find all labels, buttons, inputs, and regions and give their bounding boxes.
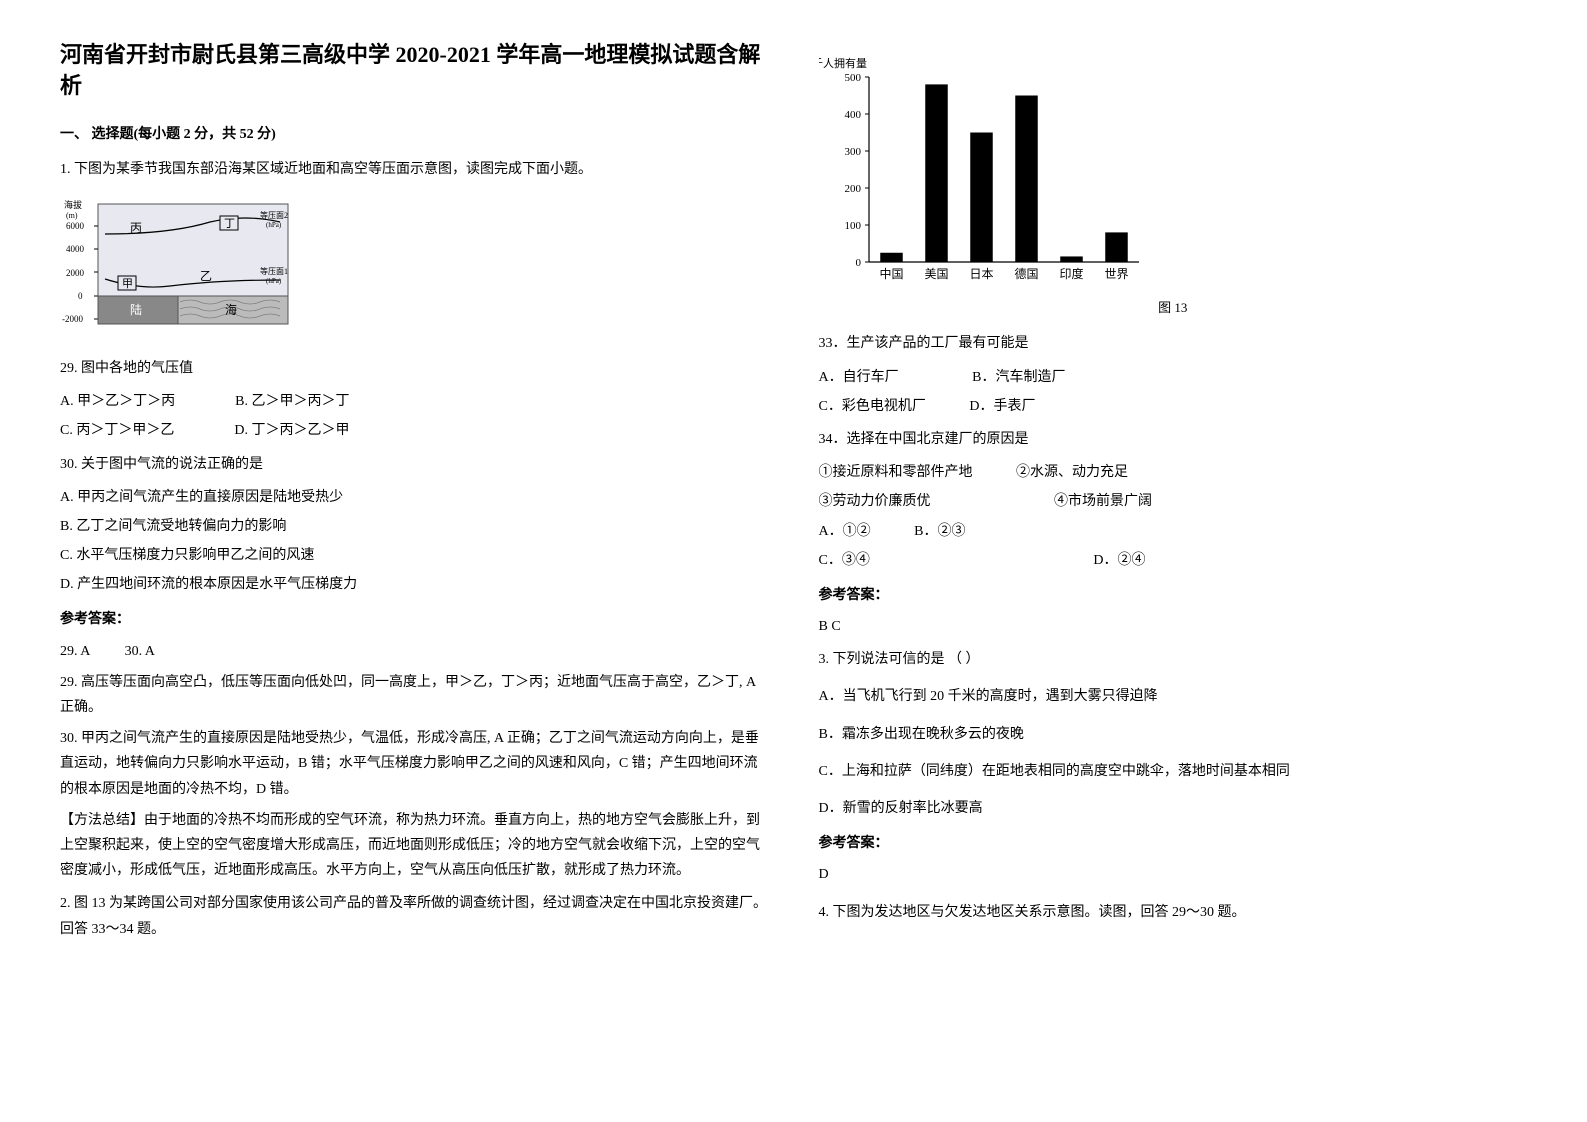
q2-sub34-A: A．①②	[819, 519, 871, 544]
q1-sub30-B: B. 乙丁之间气流受地转偏向力的影响	[60, 514, 769, 539]
q1-explain30: 30. 甲丙之间气流产生的直接原因是陆地受热少，气温低，形成冷高压, A 正确；…	[60, 726, 769, 802]
q2-sub34-cond-row2: ③劳动力价廉质优 ④市场前景广阔	[819, 489, 1528, 514]
q3-answr: D	[819, 862, 1528, 887]
q4-stem: 4. 下图为发达地区与欠发达地区关系示意图。读图，回答 29～30 题。	[819, 900, 1528, 925]
q2-sub33-row2: C．彩色电视机厂 D．手表厂	[819, 394, 1528, 419]
svg-text:德国: 德国	[1014, 266, 1038, 281]
svg-text:海拔: 海拔	[64, 199, 82, 210]
document-title: 河南省开封市尉氏县第三高级中学 2020-2021 学年高一地理模拟试题含解析	[60, 40, 769, 102]
q1-stem: 1. 下图为某季节我国东部沿海某区域近地面和高空等压面示意图，读图完成下面小题。	[60, 157, 769, 182]
right-column: 每千人拥有量0100200300400500中国美国日本德国印度世界 图 13 …	[819, 40, 1528, 950]
q3-C: C．上海和拉萨（同纬度）在距地表相同的高度空中跳伞，落地时间基本相同	[819, 759, 1528, 784]
svg-text:(hPa): (hPa)	[266, 277, 282, 285]
q2-sub34-cond2: ②水源、动力充足	[1016, 465, 1128, 480]
svg-text:中国: 中国	[879, 266, 903, 281]
svg-text:300: 300	[844, 146, 861, 158]
q2-sub33-B: B．汽车制造厂	[972, 370, 1065, 385]
q1-figure: 海拔 (m) 6000 4000 2000 0 -2000 丁 丙 等压面2	[60, 194, 769, 344]
svg-text:200: 200	[844, 183, 861, 195]
q1-answer-label: 参考答案：	[60, 607, 769, 632]
q1-method: 【方法总结】由于地面的冷热不均而形成的空气环流，称为热力环流。垂直方向上，热的地…	[60, 808, 769, 884]
q1-sub30-A: A. 甲丙之间气流产生的直接原因是陆地受热少	[60, 485, 769, 510]
q2-sub33-stem: 33．生产该产品的工厂最有可能是	[819, 331, 1528, 356]
q2-sub34-row2: C．③④ D．②④	[819, 548, 1528, 573]
q1-answer-line: 29. A 30. A	[60, 639, 769, 664]
svg-text:500: 500	[844, 72, 861, 84]
q2-sub34-C: C．③④	[819, 548, 870, 573]
q1-explain29: 29. 高压等压面向高空凸，低压等压面向低处凹，同一高度上，甲＞乙，丁＞丙；近地…	[60, 670, 769, 720]
svg-text:丁: 丁	[224, 218, 235, 230]
q3-A: A．当飞机飞行到 20 千米的高度时，遇到大雾只得迫降	[819, 684, 1528, 709]
q2-answer-label: 参考答案：	[819, 583, 1528, 608]
left-column: 河南省开封市尉氏县第三高级中学 2020-2021 学年高一地理模拟试题含解析 …	[60, 40, 769, 950]
svg-text:甲: 甲	[122, 278, 133, 290]
q2-answer: B C	[819, 614, 1528, 639]
svg-text:(hPa): (hPa)	[266, 221, 282, 229]
q2-sub33-C: C．彩色电视机厂	[819, 394, 926, 419]
chart-caption: 图 13	[819, 296, 1528, 319]
q1-sub29-row2: C. 丙＞丁＞甲＞乙 D. 丁＞丙＞乙＞甲	[60, 418, 769, 443]
svg-text:0: 0	[78, 291, 83, 301]
section-heading: 一、 选择题(每小题 2 分，共 52 分)	[60, 122, 769, 147]
svg-text:-2000: -2000	[62, 314, 83, 324]
q1-sub29-row1: A. 甲＞乙＞丁＞丙 B. 乙＞甲＞丙＞丁	[60, 389, 769, 414]
q2-sub34-row1: A．①② B．②③	[819, 519, 1528, 544]
q2-sub34-cond3: ③劳动力价廉质优	[819, 489, 931, 514]
q1-sub30-D: D. 产生四地间环流的根本原因是水平气压梯度力	[60, 572, 769, 597]
q3-D: D．新雪的反射率比冰要高	[819, 796, 1528, 821]
svg-text:(m): (m)	[66, 211, 78, 220]
svg-text:等压面1: 等压面1	[260, 266, 288, 276]
q2-chart: 每千人拥有量 0 100 200 300 400 500 中国 美国 日本 德国 印度 世界 图 13	[819, 52, 1528, 319]
q2-sub34-stem: 34．选择在中国北京建厂的原因是	[819, 427, 1528, 452]
q2-sub33-A: A．自行车厂	[819, 365, 899, 390]
svg-text:4000: 4000	[66, 244, 85, 254]
svg-text:美国: 美国	[924, 267, 948, 281]
q1-sub30-stem: 30. 关于图中气流的说法正确的是	[60, 452, 769, 477]
q1-sub29-B: B. 乙＞甲＞丙＞丁	[235, 389, 349, 414]
q2-sub34-cond4: ④市场前景广阔	[1054, 494, 1152, 509]
svg-text:丙: 丙	[130, 221, 142, 235]
q1-sub29-stem: 29. 图中各地的气压值	[60, 356, 769, 381]
q1-sub30-C: C. 水平气压梯度力只影响甲乙之间的风速	[60, 543, 769, 568]
svg-text:每千人拥有量: 每千人拥有量	[819, 56, 867, 70]
svg-text:0: 0	[855, 257, 861, 269]
q2-sub34-cond1: ①接近原料和零部件产地	[819, 460, 973, 485]
svg-text:400: 400	[844, 109, 861, 121]
q1-sub29-C: C. 丙＞丁＞甲＞乙	[60, 418, 174, 443]
svg-text:乙: 乙	[200, 269, 212, 283]
q3-B: B．霜冻多出现在晚秋多云的夜晚	[819, 722, 1528, 747]
svg-text:100: 100	[844, 220, 861, 232]
q3-stem: 3. 下列说法可信的是 （ ）	[819, 647, 1528, 672]
q1-sub29-A: A. 甲＞乙＞丁＞丙	[60, 389, 175, 414]
svg-text:海: 海	[225, 302, 237, 317]
svg-text:2000: 2000	[66, 268, 85, 278]
q2-sub33-D: D．手表厂	[969, 399, 1035, 414]
svg-text:世界: 世界	[1104, 267, 1128, 281]
q1-sub29-D: D. 丁＞丙＞乙＞甲	[234, 418, 349, 443]
svg-text:陆: 陆	[130, 302, 142, 317]
svg-text:日本: 日本	[969, 267, 993, 281]
q2-stem: 2. 图 13 为某跨国公司对部分国家使用该公司产品的普及率所做的调查统计图，经…	[60, 891, 769, 941]
q2-sub34-D: D．②④	[1093, 553, 1145, 568]
q2-sub34-cond-row1: ①接近原料和零部件产地 ②水源、动力充足	[819, 460, 1528, 485]
svg-text:印度: 印度	[1059, 266, 1083, 281]
svg-text:6000: 6000	[66, 221, 85, 231]
q3-answer-label: 参考答案：	[819, 831, 1528, 856]
q2-sub33-row1: A．自行车厂 B．汽车制造厂	[819, 365, 1528, 390]
q2-sub34-B: B．②③	[914, 524, 965, 539]
svg-text:等压面2: 等压面2	[260, 210, 288, 220]
